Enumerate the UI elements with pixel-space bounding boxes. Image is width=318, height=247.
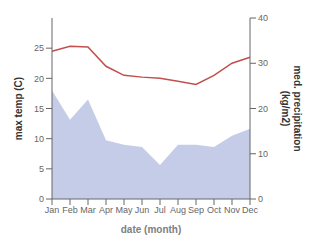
svg-text:Jul: Jul [154,205,166,215]
svg-text:0: 0 [258,194,263,204]
svg-text:25: 25 [34,43,44,53]
svg-text:Jun: Jun [135,205,150,215]
svg-text:med. precipitation(kg/m2): med. precipitation(kg/m2) [281,65,304,151]
svg-text:May: May [115,205,133,215]
svg-text:40: 40 [258,13,268,23]
svg-text:15: 15 [34,104,44,114]
svg-text:Sep: Sep [188,205,204,215]
svg-text:Apr: Apr [99,205,113,215]
svg-text:10: 10 [258,149,268,159]
svg-text:Feb: Feb [62,205,78,215]
svg-text:20: 20 [258,104,268,114]
svg-text:Mar: Mar [80,205,96,215]
svg-text:Dec: Dec [242,205,259,215]
svg-text:0: 0 [39,194,44,204]
svg-text:20: 20 [34,74,44,84]
svg-text:date (month): date (month) [121,224,182,235]
svg-text:max temp (C): max temp (C) [13,77,24,140]
svg-text:Jan: Jan [45,205,60,215]
svg-text:Oct: Oct [207,205,222,215]
svg-text:5: 5 [39,164,44,174]
svg-text:Aug: Aug [170,205,186,215]
svg-text:30: 30 [258,58,268,68]
svg-text:10: 10 [34,134,44,144]
svg-text:Nov: Nov [224,205,241,215]
